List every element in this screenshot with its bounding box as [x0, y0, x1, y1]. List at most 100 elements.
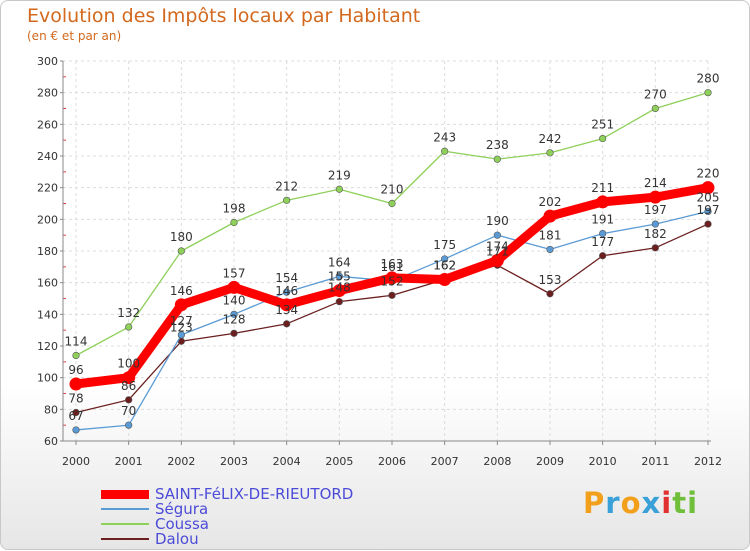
- y-tick-label: 280: [37, 87, 58, 100]
- data-label: 148: [328, 281, 351, 295]
- data-point: [227, 280, 241, 294]
- data-point: [174, 298, 188, 312]
- data-point: [125, 323, 133, 331]
- y-tick-label: 140: [37, 308, 58, 321]
- data-label: 163: [381, 257, 404, 271]
- y-tick-label: 160: [37, 277, 58, 290]
- data-label: 164: [328, 255, 351, 269]
- data-point: [388, 291, 396, 299]
- data-label: 211: [591, 181, 614, 195]
- legend-item-coussa: Coussa: [101, 515, 209, 533]
- x-tick-label: 2010: [589, 455, 617, 468]
- y-tick-label: 300: [37, 55, 58, 68]
- data-label: 174: [486, 240, 509, 254]
- legend-label: Coussa: [155, 515, 209, 533]
- legend-label: SAINT-FéLIX-DE-RIEUTORD: [155, 485, 354, 503]
- data-label: 238: [486, 138, 509, 152]
- data-point: [704, 89, 712, 97]
- legend-swatch: [101, 538, 149, 540]
- data-label: 162: [433, 259, 456, 273]
- data-label: 146: [170, 284, 193, 298]
- data-point: [599, 252, 607, 260]
- data-point: [280, 298, 294, 312]
- data-label: 78: [68, 392, 83, 406]
- data-label: 114: [65, 335, 88, 349]
- data-point: [69, 377, 83, 391]
- data-label: 180: [170, 230, 193, 244]
- data-label: 70: [121, 404, 136, 418]
- data-label: 132: [117, 306, 140, 320]
- data-label: 157: [223, 266, 246, 280]
- data-label: 220: [697, 167, 720, 181]
- data-point: [283, 320, 291, 328]
- data-label: 86: [121, 379, 136, 393]
- data-point: [599, 229, 607, 238]
- chart-subtitle: (en € et par an): [27, 29, 122, 43]
- y-tick-label: 60: [44, 435, 58, 448]
- data-label: 171: [486, 244, 509, 258]
- data-point: [177, 247, 185, 255]
- data-point: [438, 273, 452, 286]
- data-label: 153: [539, 273, 562, 287]
- legend-item-segura: Ségura: [101, 500, 209, 518]
- y-tick-label: 200: [37, 213, 58, 226]
- data-point: [335, 185, 343, 193]
- logo-letter: x: [641, 486, 662, 520]
- legend-swatch: [101, 489, 149, 499]
- data-point: [125, 421, 133, 429]
- data-label: 100: [117, 357, 140, 371]
- data-point: [335, 298, 343, 306]
- data-label: 243: [433, 130, 456, 144]
- logo-letter: P: [583, 486, 606, 520]
- x-tick-label: 2008: [483, 455, 511, 468]
- data-label: 177: [591, 235, 614, 249]
- x-tick-label: 2005: [325, 455, 353, 468]
- data-point: [335, 272, 343, 280]
- proxiti-logo: Proxiti: [583, 486, 698, 520]
- data-point: [651, 104, 659, 113]
- data-point: [177, 331, 185, 339]
- data-label: 205: [697, 190, 720, 204]
- data-label: 127: [170, 314, 193, 328]
- data-label: 128: [223, 312, 246, 326]
- data-label: 190: [486, 214, 509, 228]
- data-point: [546, 149, 554, 157]
- data-point: [283, 288, 291, 296]
- x-tick-label: 2006: [378, 455, 406, 468]
- data-label: 210: [381, 183, 404, 197]
- axes: 60 80 100 120 140 160 180 200 220 240 260 280 300 200…: [37, 55, 722, 468]
- data-point: [651, 244, 659, 252]
- data-label: 197: [697, 203, 720, 217]
- data-point: [72, 351, 80, 360]
- data-label: 197: [644, 203, 667, 217]
- x-tick-label: 2004: [273, 455, 301, 468]
- data-label: 134: [275, 303, 298, 317]
- data-point: [596, 195, 610, 209]
- data-point: [388, 199, 396, 208]
- data-point: [704, 207, 712, 216]
- data-label: 242: [539, 132, 562, 146]
- data-label: 123: [170, 320, 193, 334]
- data-point: [385, 271, 399, 285]
- data-label: 96: [68, 363, 83, 377]
- data-label: 219: [328, 168, 351, 182]
- data-point: [651, 220, 659, 228]
- legend-label: Ségura: [155, 500, 209, 518]
- data-label: 191: [591, 213, 614, 227]
- data-label: 270: [644, 88, 667, 102]
- legend-label: Dalou: [155, 530, 199, 548]
- data-label: 67: [68, 409, 83, 423]
- data-label: 198: [223, 202, 246, 216]
- data-point: [72, 426, 80, 434]
- data-label: 140: [223, 293, 246, 307]
- data-label: 181: [539, 228, 562, 242]
- data-point: [72, 408, 80, 417]
- y-tick-label: 100: [37, 372, 58, 385]
- x-tick-label: 2001: [115, 455, 143, 468]
- grid: [63, 60, 711, 442]
- data-point: [441, 147, 449, 155]
- data-point: [493, 231, 501, 239]
- data-point: [490, 254, 504, 267]
- x-tick-label: 2000: [62, 455, 90, 468]
